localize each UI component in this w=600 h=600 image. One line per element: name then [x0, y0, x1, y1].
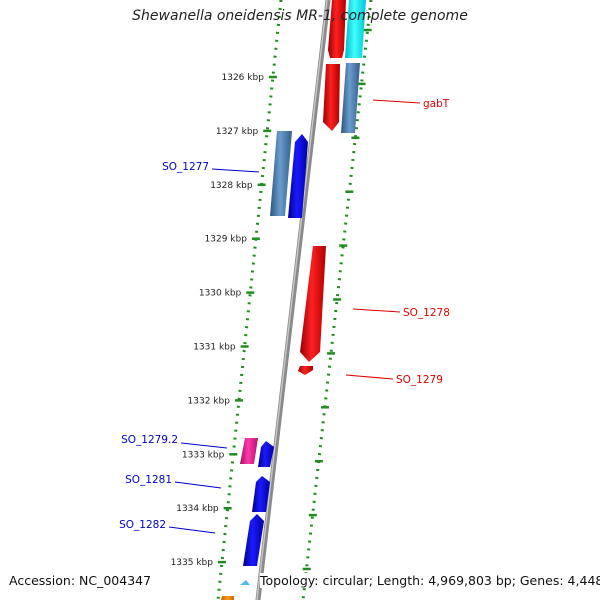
map-title: Shewanella oneidensis MR-1, complete gen…	[132, 8, 468, 24]
kbp-tick-label: 1328 kbp	[210, 181, 253, 191]
kbp-ticks: 1326 kbp 1327 kbp 1328 kbp 1329 kbp 1330 kbp…	[171, 28, 372, 571]
gene-reverse-orange-bottom[interactable]	[221, 596, 234, 600]
genome-summary-text: Topology: circular; Length: 4,969,803 bp…	[260, 573, 600, 588]
gene-forward-SO_1279[interactable]	[298, 366, 313, 375]
gene-label-SO_1279[interactable]: SO_1279	[396, 374, 443, 386]
accession-text: Accession: NC_004347	[9, 573, 152, 588]
gene-label-SO_1278[interactable]: SO_1278	[403, 307, 450, 319]
kbp-tick-label: 1327 kbp	[216, 127, 259, 137]
gene-reverse-steel-SO_1277[interactable]	[270, 131, 292, 216]
kbp-tick-label: 1333 kbp	[182, 450, 225, 460]
gene-forward-steel-gabT[interactable]	[341, 63, 360, 133]
gene-forward-SO_1278[interactable]	[300, 246, 326, 362]
leader-SO_1278	[352, 308, 401, 313]
leader-gabT	[372, 99, 421, 104]
gene-reverse-cyan-bottom[interactable]	[240, 580, 250, 585]
gene-reverse-blue-SO_1277[interactable]	[288, 134, 308, 218]
gene-forward-red-top[interactable]	[328, 0, 346, 58]
gene-label-gabT[interactable]: gabT	[423, 98, 450, 110]
gene-label-SO_1282[interactable]: SO_1282	[119, 519, 166, 531]
genome-backbone	[255, 0, 331, 600]
leader-SO_1282	[168, 526, 216, 534]
leader-SO_1281	[174, 481, 222, 489]
gene-label-SO_1277[interactable]: SO_1277	[162, 161, 209, 173]
gene-label-SO_1281[interactable]: SO_1281	[125, 474, 172, 486]
gene-reverse-blue-SO_1279.2[interactable]	[258, 441, 274, 467]
kbp-tick-label: 1330 kbp	[199, 289, 242, 299]
kbp-tick-label: 1335 kbp	[171, 558, 214, 568]
kbp-tick-label: 1334 kbp	[176, 504, 219, 514]
gene-reverse-blue-SO_1282[interactable]	[243, 514, 264, 566]
leader-SO_1277	[211, 168, 260, 173]
tick-ring-left	[216, 0, 283, 600]
gene-reverse-blue-SO_1281[interactable]	[252, 476, 270, 512]
kbp-tick-label: 1332 kbp	[188, 396, 231, 406]
kbp-tick-label: 1331 kbp	[193, 343, 236, 353]
genome-backbone-highlight	[256, 0, 328, 600]
gene-forward-red-gabT[interactable]	[323, 64, 340, 131]
leader-SO_1279	[345, 374, 394, 380]
kbp-tick-label: 1326 kbp	[222, 73, 265, 83]
gene-reverse-pink-SO_1279.2[interactable]	[240, 438, 258, 464]
kbp-tick-label: 1329 kbp	[205, 235, 248, 245]
gene-label-SO_1279.2[interactable]: SO_1279.2	[121, 434, 178, 446]
leader-SO_1279.2	[180, 442, 228, 449]
gene-forward-cyan-top[interactable]	[345, 0, 366, 58]
